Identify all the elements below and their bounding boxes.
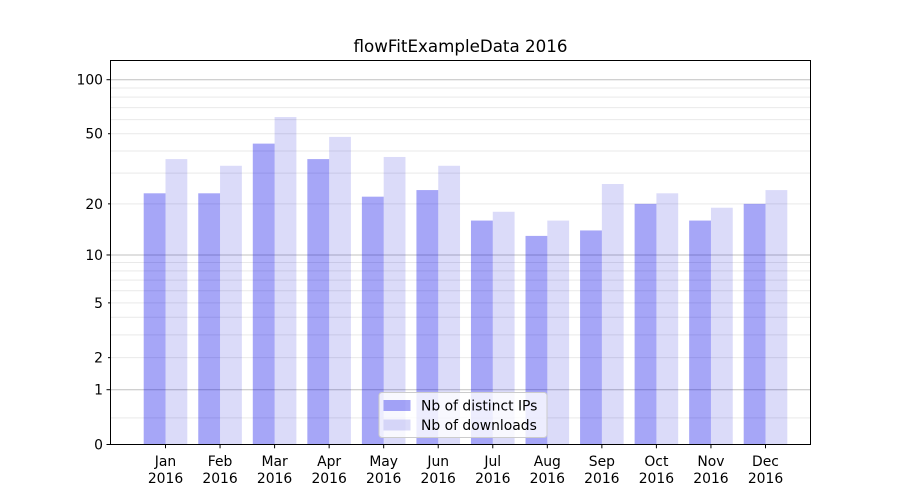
bar-apr-ips bbox=[307, 159, 330, 445]
bar-nov-ips bbox=[689, 220, 711, 445]
x-tick-label-month: Aug bbox=[534, 454, 561, 470]
x-tick-label-year: 2016 bbox=[421, 471, 456, 487]
bar-mar-downloads bbox=[274, 117, 297, 445]
bar-feb-ips bbox=[198, 193, 221, 445]
bar-sep-downloads bbox=[601, 183, 624, 445]
bar-dec-ips bbox=[743, 203, 766, 445]
x-tick-label-month: Oct bbox=[644, 454, 669, 470]
y-tick-label: 5 bbox=[94, 296, 103, 312]
legend-swatch-downloads bbox=[383, 419, 411, 431]
bar-jun-ips bbox=[416, 190, 439, 445]
legend-label-distinct-ips: Nb of distinct IPs bbox=[421, 399, 537, 415]
x-tick-label-year: 2016 bbox=[257, 471, 292, 487]
bar-jun-downloads bbox=[438, 165, 461, 445]
bar-jan-downloads bbox=[165, 159, 188, 445]
y-tick-label: 2 bbox=[94, 351, 103, 367]
x-tick-label-month: Apr bbox=[317, 454, 341, 470]
bar-sep-ips bbox=[580, 230, 602, 445]
bar-oct-downloads bbox=[656, 193, 679, 445]
bar-feb-downloads bbox=[220, 165, 242, 445]
y-tick-label: 20 bbox=[85, 197, 103, 213]
x-tick-label-year: 2016 bbox=[639, 471, 674, 487]
x-tick-label-month: Nov bbox=[697, 454, 724, 470]
x-tick-label-year: 2016 bbox=[530, 471, 565, 487]
x-tick-label-month: Jun bbox=[426, 454, 449, 470]
legend-swatch-distinct-ips bbox=[383, 400, 411, 411]
y-tick-label: 1 bbox=[94, 383, 103, 399]
bar-mar-ips bbox=[252, 143, 275, 445]
y-tick-label: 100 bbox=[76, 73, 103, 89]
bar-jan-ips bbox=[143, 193, 166, 445]
bar-may-downloads bbox=[383, 156, 406, 445]
chart-title: flowFitExampleData 2016 bbox=[354, 36, 568, 56]
x-tick-label-month: Jan bbox=[154, 454, 176, 470]
bar-nov-downloads bbox=[710, 207, 733, 445]
x-axis: Jan2016Feb2016Mar2016Apr2016May2016Jun20… bbox=[148, 444, 783, 487]
bar-apr-downloads bbox=[329, 136, 351, 445]
x-tick-label-year: 2016 bbox=[202, 471, 237, 487]
x-tick-label-year: 2016 bbox=[748, 471, 783, 487]
x-tick-label-month: Jul bbox=[483, 454, 501, 470]
x-tick-label-month: May bbox=[369, 454, 398, 470]
x-tick-label-month: Mar bbox=[261, 454, 287, 470]
x-tick-label-month: Feb bbox=[208, 454, 233, 470]
minor-gridlines bbox=[110, 87, 811, 419]
y-tick-label: 10 bbox=[85, 248, 103, 264]
plot-border bbox=[110, 60, 811, 445]
bar-dec-downloads bbox=[765, 190, 788, 445]
legend: Nb of distinct IPs Nb of downloads bbox=[378, 392, 548, 438]
x-tick-label-year: 2016 bbox=[475, 471, 510, 487]
bar-jul-downloads bbox=[492, 211, 515, 445]
x-tick-label-year: 2016 bbox=[148, 471, 183, 487]
legend-label-downloads: Nb of downloads bbox=[421, 418, 537, 434]
y-tick-label: 0 bbox=[94, 437, 103, 453]
x-tick-label-month: Sep bbox=[589, 454, 615, 470]
x-tick-label-year: 2016 bbox=[693, 471, 728, 487]
bar-may-ips bbox=[361, 196, 384, 445]
legend-box bbox=[378, 392, 548, 438]
major-gridlines bbox=[110, 79, 811, 391]
bar-series bbox=[143, 117, 788, 445]
y-tick-label: 50 bbox=[85, 127, 103, 143]
bar-oct-ips bbox=[634, 203, 657, 445]
x-tick-label-month: Dec bbox=[752, 454, 779, 470]
bar-jul-ips bbox=[470, 220, 493, 445]
bar-aug-downloads bbox=[547, 220, 570, 445]
x-tick-label-year: 2016 bbox=[311, 471, 346, 487]
x-tick-label-year: 2016 bbox=[366, 471, 401, 487]
x-tick-label-year: 2016 bbox=[584, 471, 619, 487]
y-axis: 0 1 2 5 10 20 50 100 bbox=[76, 73, 111, 453]
